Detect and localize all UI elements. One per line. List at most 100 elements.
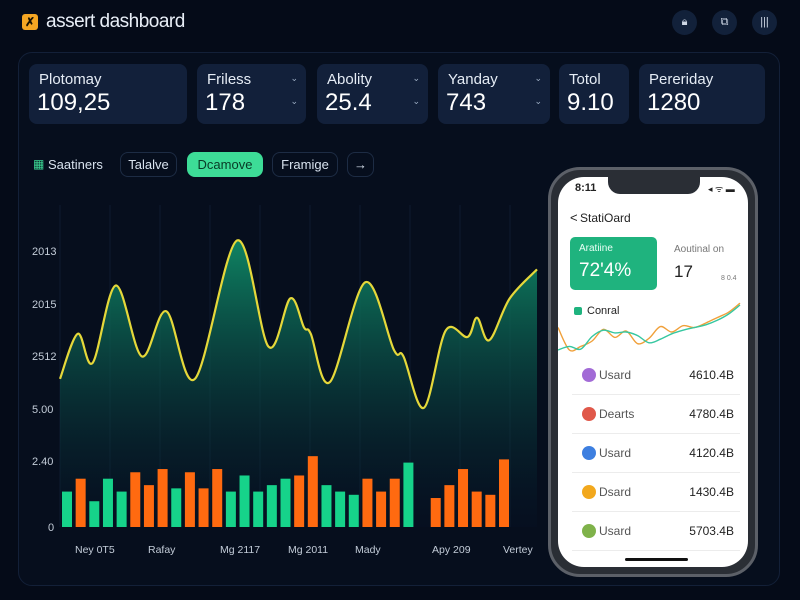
list-item[interactable]: Dsard 1430.4B (572, 473, 740, 512)
bar (458, 469, 469, 527)
kpi-value: 178 (205, 89, 246, 116)
phone-screen: 8:11 ◂ ᯤ ▬ < StatiOard Aratiine 72'4% Ao… (558, 177, 748, 567)
kpi-card: Pereriday 1280 (639, 64, 765, 124)
kpi-value: 25.4 (325, 89, 372, 116)
x-tick-label: Apy 209 (432, 544, 471, 556)
item-name: Usard (599, 524, 632, 538)
tab-talalve[interactable]: Talalve (120, 152, 177, 177)
y-tick-label: 0 (48, 522, 54, 534)
bar (89, 501, 100, 527)
lock-icon[interactable]: 🔒︎ (672, 10, 697, 35)
chevron-down-icon[interactable]: ⌄ (412, 96, 420, 106)
item-name: Dsard (599, 485, 632, 499)
kpi-label: Yanday (448, 71, 498, 88)
kpi-card[interactable]: Friless 178 ⌄ ⌄ (197, 64, 306, 124)
item-value: 4120.4B (689, 446, 734, 460)
coin-icon (582, 524, 596, 538)
coin-icon (582, 485, 596, 499)
bar (62, 491, 72, 527)
bar (266, 485, 277, 527)
phone-title: StatiOard (580, 211, 631, 225)
list-item[interactable]: Usard 4610.4B (572, 356, 740, 395)
bar (75, 478, 86, 527)
menu-icon[interactable]: ||| (752, 10, 777, 35)
x-tick-label: Vertey (503, 544, 534, 556)
bar (499, 459, 509, 527)
kpi-card: Totol 9.10 (559, 64, 629, 124)
item-value: 1430.4B (689, 485, 734, 499)
chevron-down-icon[interactable]: ⌄ (534, 73, 542, 83)
bar (335, 491, 346, 527)
kpi-card: Plotomay 109,25 (29, 64, 187, 124)
logo-icon: ✗ (22, 14, 38, 30)
bar (171, 488, 182, 527)
mini-line-green (558, 304, 741, 351)
item-name: Usard (599, 446, 632, 460)
y-tick-label: 2015 (32, 299, 56, 311)
status-icons: ◂ ᯤ ▬ (708, 184, 735, 194)
bar (430, 498, 441, 527)
bar (157, 469, 168, 527)
area-fill (60, 240, 537, 527)
bar (198, 488, 209, 527)
card-value: 72'4% (579, 260, 632, 281)
bar (102, 478, 113, 527)
back-button[interactable]: < (570, 210, 578, 225)
bar (485, 494, 496, 527)
bar (321, 485, 332, 527)
tab-dcamove[interactable]: Dcamove (187, 152, 263, 177)
x-tick-label: Rafay (148, 544, 176, 556)
bar (280, 478, 291, 527)
y-tick-label: 2.40 (32, 456, 53, 468)
y-tick-label: 5.00 (32, 404, 53, 416)
tab-framige[interactable]: Framige (272, 152, 338, 177)
kpi-label: Totol (569, 71, 601, 88)
bar (253, 491, 264, 527)
kpi-value: 743 (446, 89, 487, 116)
kpi-card[interactable]: Yanday 743 ⌄ ⌄ (438, 64, 550, 124)
bar (116, 491, 127, 527)
bar (212, 469, 223, 527)
bar (184, 472, 195, 527)
main-chart: 2013 2015 2512 5.00 2.40 0 Ney 0T5 Rafay Mg 2117… (32, 205, 538, 556)
chevron-down-icon[interactable]: ⌄ (290, 73, 298, 83)
bar (362, 478, 373, 527)
kpi-value: 9.10 (567, 89, 614, 116)
phone-mockup: 8:11 ◂ ᯤ ▬ < StatiOard Aratiine 72'4% Ao… (548, 167, 758, 577)
coin-icon (582, 446, 596, 460)
chevron-down-icon[interactable]: ⌄ (534, 96, 542, 106)
phone-stat-card[interactable]: Aratiine 72'4% (570, 237, 657, 290)
phone-notch (608, 177, 700, 194)
x-tick-label: Ney 0T5 (75, 544, 115, 556)
card-label: Aratiine (579, 243, 613, 254)
kpi-label: Abolity (327, 71, 373, 88)
bar (389, 478, 400, 527)
y-tick-label: 2512 (32, 351, 56, 363)
bar (130, 472, 141, 527)
status-time: 8:11 (575, 182, 597, 194)
list-item[interactable]: Usard 5703.4B (572, 512, 740, 551)
coin-icon (582, 407, 596, 421)
kpi-label: Pereriday (649, 71, 714, 88)
grid-icon: ▦ (33, 157, 45, 171)
kpi-card[interactable]: Abolity 25.4 ⌄ ⌄ (317, 64, 428, 124)
kpi-value: 1280 (647, 89, 701, 116)
list-item[interactable]: Dearts 4780.4B (572, 395, 740, 434)
x-tick-label: Mg 2011 (288, 544, 328, 556)
item-value: 4610.4B (689, 368, 734, 382)
item-value: 4780.4B (689, 407, 734, 421)
chevron-down-icon[interactable]: ⌄ (290, 96, 298, 106)
chevron-down-icon[interactable]: ⌄ (412, 73, 420, 83)
x-tick-label: Mady (355, 544, 381, 556)
bar (225, 491, 236, 527)
bar (348, 494, 359, 527)
next-arrow-button[interactable]: → (347, 152, 374, 177)
legend-label: Conral (587, 305, 620, 317)
share-icon[interactable]: ⧉ (712, 10, 737, 35)
bar (471, 491, 482, 527)
bar (143, 485, 154, 527)
list-item[interactable]: Usard 4120.4B (572, 434, 740, 473)
item-name: Usard (599, 368, 632, 382)
bar (294, 475, 305, 527)
mini-chart (558, 302, 741, 352)
